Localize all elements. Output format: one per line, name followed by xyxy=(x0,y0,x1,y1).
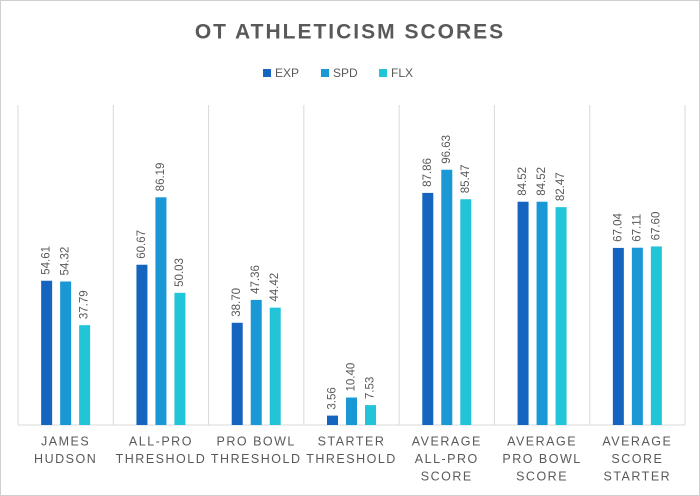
bar xyxy=(650,246,662,425)
x-tick-label: ALL-PRO xyxy=(129,434,193,448)
data-label: 3.56 xyxy=(327,387,339,409)
x-tick-label: STARTER xyxy=(318,434,386,448)
bar xyxy=(231,322,243,425)
bar xyxy=(41,280,53,425)
data-label: 86.19 xyxy=(155,163,167,192)
x-tick-label: AVERAGE xyxy=(412,434,482,448)
data-label: 47.36 xyxy=(250,265,262,294)
data-label: 54.61 xyxy=(41,246,53,275)
data-label: 37.79 xyxy=(79,290,91,319)
data-label: 85.47 xyxy=(460,164,472,193)
bar xyxy=(460,199,472,425)
bar xyxy=(155,197,167,425)
data-label: 67.60 xyxy=(650,212,662,241)
bar xyxy=(136,264,148,425)
data-label: 67.11 xyxy=(631,214,643,242)
legend-label: FLX xyxy=(391,66,413,80)
x-tick-label: SCORE xyxy=(421,469,473,483)
x-tick-label: HUDSON xyxy=(34,452,97,466)
legend-label: SPD xyxy=(333,66,358,80)
x-tick-label: PRO BOWL xyxy=(502,452,581,466)
bar xyxy=(631,247,643,425)
bar xyxy=(79,325,91,425)
data-label: 38.70 xyxy=(231,288,243,317)
x-tick-label: SCORE xyxy=(611,452,663,466)
x-tick-label: STARTER xyxy=(604,469,672,483)
bar xyxy=(536,201,548,425)
data-label: 54.32 xyxy=(60,247,72,276)
data-label: 96.63 xyxy=(441,135,453,164)
bar xyxy=(60,281,72,425)
data-label: 84.52 xyxy=(517,167,529,196)
x-tick-label: AVERAGE xyxy=(602,434,672,448)
x-tick-label: ALL-PRO xyxy=(415,452,479,466)
x-tick-label: JAMES xyxy=(41,434,90,448)
legend-label: EXP xyxy=(275,66,299,80)
bar xyxy=(269,307,281,425)
x-tick-label: AVERAGE xyxy=(507,434,577,448)
bar xyxy=(346,397,357,425)
x-tick-label: THRESHOLD xyxy=(306,452,397,466)
x-tick-label: PRO BOWL xyxy=(217,434,296,448)
data-label: 60.67 xyxy=(136,230,148,259)
bar xyxy=(365,405,376,425)
data-label: 87.86 xyxy=(422,158,434,187)
data-label: 44.42 xyxy=(269,273,281,302)
x-tick-label: THRESHOLD xyxy=(211,452,302,466)
data-label: 10.40 xyxy=(346,363,358,392)
bar xyxy=(441,169,453,425)
data-label: 84.52 xyxy=(536,167,548,196)
legend-swatch xyxy=(263,69,271,77)
x-tick-label: THRESHOLD xyxy=(116,452,207,466)
x-tick-label: SCORE xyxy=(516,469,568,483)
bar xyxy=(555,207,567,425)
bar xyxy=(612,247,624,425)
bar xyxy=(174,292,186,425)
data-label: 50.03 xyxy=(174,258,186,287)
data-label: 82.47 xyxy=(555,172,567,201)
data-label: 67.04 xyxy=(612,213,624,242)
bar xyxy=(517,201,529,425)
chart-title: OT ATHLETICISM SCORES xyxy=(195,21,505,44)
legend-swatch xyxy=(379,69,387,77)
bar xyxy=(327,415,338,425)
legend-swatch xyxy=(321,69,329,77)
bar xyxy=(422,192,434,425)
bar xyxy=(250,299,262,425)
data-label: 7.53 xyxy=(365,377,377,399)
